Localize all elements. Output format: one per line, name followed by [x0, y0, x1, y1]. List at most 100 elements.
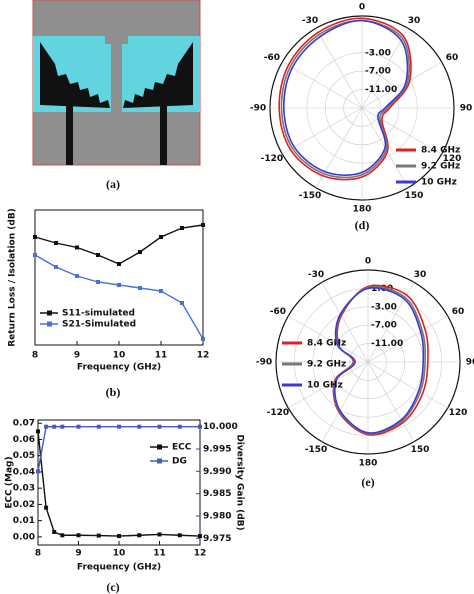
angle-label: 30 — [414, 270, 427, 280]
angle-label: 30 — [408, 16, 421, 26]
legend-label: S21-Simulated — [62, 320, 136, 330]
point — [117, 424, 121, 429]
radial-grid — [343, 89, 381, 127]
angle-label: -90 — [256, 358, 272, 368]
point — [117, 283, 121, 287]
point — [201, 337, 205, 341]
plot-frame — [37, 419, 201, 546]
point — [96, 253, 100, 257]
x-tick-label: 12 — [194, 549, 207, 559]
y-tick-label: 0.01 — [13, 516, 35, 526]
spoke — [321, 361, 369, 442]
legend-marker — [47, 321, 52, 327]
point — [177, 424, 182, 429]
point — [157, 424, 162, 429]
angle-label: -150 — [305, 445, 328, 455]
point — [76, 424, 81, 429]
pattern-curve — [280, 19, 410, 179]
x-axis-label: Frequency (GHz) — [77, 563, 161, 573]
pattern-curve — [278, 17, 412, 181]
angle-label: -60 — [264, 53, 280, 63]
spoke — [361, 28, 409, 109]
point — [159, 235, 163, 239]
radial-tick-label: -11.00 — [365, 85, 397, 95]
angle-label: 0 — [359, 3, 365, 13]
x-tick-label: 12 — [197, 351, 210, 361]
pattern-curve — [282, 19, 409, 176]
spoke — [288, 315, 369, 363]
point — [76, 533, 81, 538]
spoke — [367, 315, 448, 363]
y-tick-label: 0.00 — [13, 532, 35, 542]
radial-tick-label: -7.00 — [371, 321, 397, 331]
x-tick-label: 11 — [153, 549, 166, 559]
y-tick-label: 0.04 — [13, 467, 35, 477]
radial-grid — [324, 70, 400, 146]
angle-label: 90 — [460, 104, 473, 114]
point — [36, 429, 40, 434]
point — [52, 530, 57, 535]
point — [159, 289, 163, 293]
point — [54, 241, 58, 245]
spoke — [282, 107, 363, 155]
legend-label: 8.4 GHz — [307, 339, 346, 349]
point — [177, 533, 182, 538]
spoke — [288, 361, 369, 409]
radial-tick-label: -3.00 — [365, 48, 391, 58]
point — [33, 253, 37, 257]
series-line — [34, 224, 204, 265]
spoke — [367, 361, 448, 409]
radial-grid — [306, 52, 418, 164]
point — [60, 424, 65, 429]
point — [117, 534, 121, 539]
angle-label: 150 — [411, 445, 430, 455]
angle-label: 180 — [353, 205, 372, 215]
legend-label: S11-simulated — [62, 309, 135, 319]
spoke — [315, 28, 363, 109]
angle-label: 150 — [405, 191, 424, 201]
angle-label: 60 — [452, 307, 465, 317]
angle-label: -150 — [299, 191, 322, 201]
y-axis-label: Return Loss / Isolation (dB) — [8, 208, 18, 347]
x-tick-label: 8 — [32, 351, 38, 361]
point — [138, 286, 142, 290]
angle-label: 0 — [365, 257, 371, 267]
point — [96, 280, 100, 284]
legend-marker — [157, 444, 162, 450]
spoke — [361, 61, 442, 109]
point — [198, 424, 202, 429]
radial-tick-label: -11.00 — [371, 339, 403, 349]
point — [157, 532, 162, 537]
radial-grid — [330, 324, 406, 400]
pattern-curve — [334, 287, 425, 434]
legend-label: 8.4 GHz — [421, 146, 460, 156]
radial-tick-label: -3.00 — [371, 302, 397, 312]
point — [117, 262, 121, 266]
y2-axis-label: Diversity Gain (dB) — [235, 434, 245, 530]
point — [180, 301, 184, 305]
radial-grid — [349, 343, 387, 381]
angle-label: -30 — [302, 16, 318, 26]
y2-tick-label: 9.985 — [203, 489, 231, 499]
point — [180, 226, 184, 230]
point — [52, 424, 57, 429]
y2-tick-label: 9.980 — [203, 511, 231, 521]
y-axis-label: ECC (Mag) — [5, 456, 15, 508]
angle-label: -90 — [250, 104, 266, 114]
y-tick-label: 0.02 — [13, 500, 35, 510]
spoke — [282, 61, 363, 109]
point — [198, 534, 202, 539]
x-tick-label: 10 — [113, 351, 126, 361]
x-axis-label: Frequency (GHz) — [77, 363, 161, 373]
caption: (c) — [106, 580, 119, 594]
point — [36, 469, 40, 474]
radial-tick-label: -7.00 — [365, 67, 391, 77]
y2-tick-label: 9.975 — [203, 534, 231, 544]
y-tick-label: 0.07 — [13, 419, 35, 429]
angle-label: 120 — [449, 408, 468, 418]
point — [96, 533, 101, 538]
point — [44, 505, 49, 510]
antenna-diagram — [32, 0, 201, 166]
angle-label: 120 — [443, 154, 462, 164]
legend-marker — [157, 458, 162, 464]
